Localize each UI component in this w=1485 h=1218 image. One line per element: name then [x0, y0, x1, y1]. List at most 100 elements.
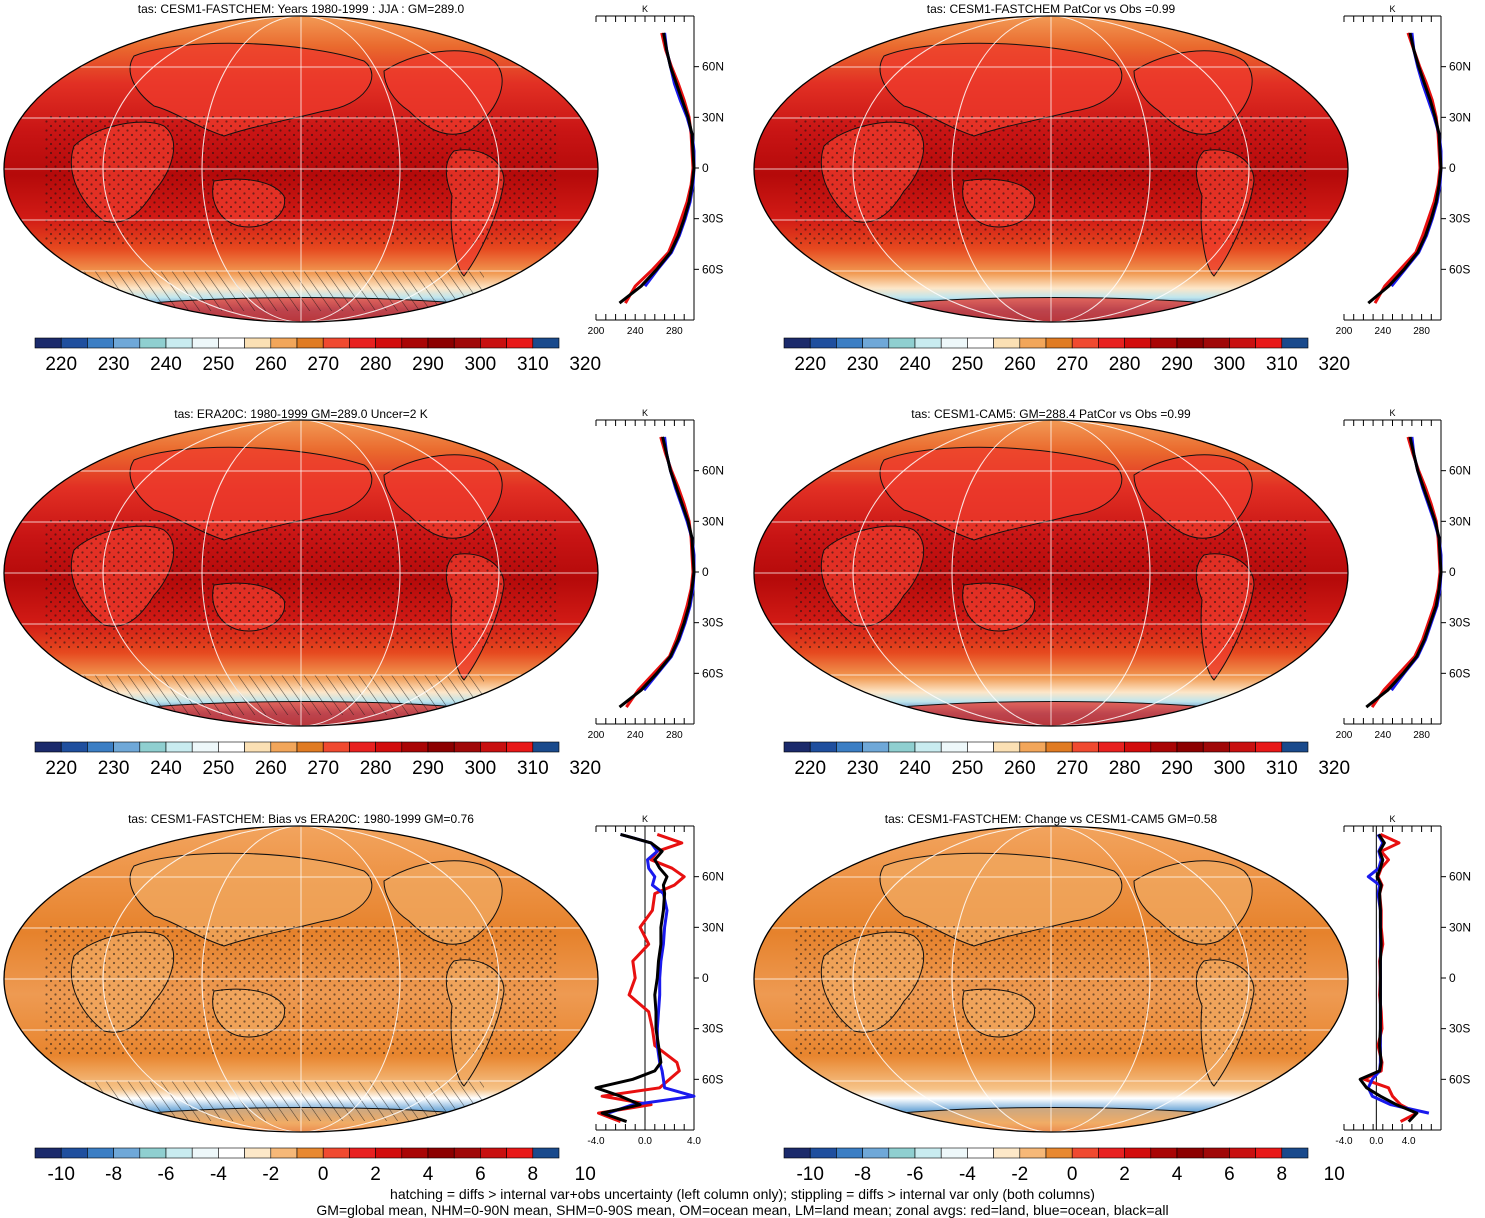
- zonal-unit-label: K: [642, 4, 648, 14]
- colorbar-swatch: [1255, 741, 1283, 753]
- colorbar-tick-label: 4: [1172, 1164, 1183, 1185]
- colorbar-swatch: [87, 1147, 114, 1159]
- colorbar-swatch: [1124, 741, 1152, 753]
- colorbar-swatch: [1255, 337, 1283, 349]
- colorbar-swatch: [888, 1147, 916, 1159]
- colorbar-swatch: [191, 337, 219, 349]
- colorbar-tick-label: -6: [907, 1164, 924, 1185]
- colorbar-swatch: [506, 337, 534, 349]
- colorbar-tick-label: 220: [45, 354, 77, 375]
- meridian-line: [201, 16, 401, 322]
- zonal-lat-label: 30N: [702, 920, 724, 934]
- colorbar-swatch: [1045, 337, 1073, 349]
- colorbar-swatch: [1124, 337, 1152, 349]
- zonal-lat-label: 30N: [1449, 920, 1471, 934]
- zonal-lat-label: 60S: [702, 666, 723, 680]
- zonal-lat-label: 60S: [1449, 666, 1470, 680]
- colorbar-swatch: [1176, 337, 1204, 349]
- zonal-lat-label: 60S: [1449, 1072, 1470, 1086]
- colorbar-swatch: [1281, 337, 1309, 349]
- colorbar-tick-label: 2: [370, 1164, 381, 1185]
- zonal-series-all: [1367, 32, 1443, 305]
- colorbar-tick-label: 290: [412, 758, 444, 779]
- colorbar-swatch: [165, 1147, 193, 1159]
- footnote-hatching: hatching = diffs > internal var+obs unce…: [390, 1186, 1095, 1202]
- colorbar-swatch: [1150, 337, 1178, 349]
- zonal-lat-label: 60N: [1449, 870, 1471, 884]
- zonal-avg-plot-1-0: 200 240 280 K 60N 30N 0 30S 60S: [588, 408, 724, 741]
- zonal-lat-label: 60S: [702, 262, 723, 276]
- zonal-lat-label: 60N: [702, 870, 724, 884]
- colorbar-tick-label: 280: [1109, 354, 1141, 375]
- colorbar-0-0: 220 230 240 250 260 270 280 290 300 310 320: [34, 337, 601, 375]
- colorbar-swatch: [809, 1147, 837, 1159]
- colorbar-swatch: [940, 1147, 968, 1159]
- zonal-x-tick-label: 200: [588, 730, 605, 741]
- map-2-0: [3, 825, 599, 1133]
- zonal-lat-label: 0: [1449, 565, 1456, 579]
- colorbar-swatch: [1150, 741, 1178, 753]
- zonal-series-all: [1365, 436, 1443, 709]
- colorbar-swatch: [34, 1147, 62, 1159]
- zonal-series-all: [1358, 833, 1419, 1123]
- zonal-lat-label: 30N: [1449, 514, 1471, 528]
- colorbar-tick-label: 240: [899, 354, 931, 375]
- colorbar-swatch: [322, 1147, 350, 1159]
- colorbar-tick-label: 270: [307, 758, 339, 779]
- colorbar-swatch: [1098, 1147, 1125, 1159]
- colorbar-swatch: [1202, 337, 1230, 349]
- zonal-x-tick-label: 200: [588, 326, 605, 337]
- colorbar-tick-label: 250: [952, 354, 984, 375]
- meridian-line: [201, 826, 401, 1132]
- colorbar-1-1: 220 230 240 250 260 270 280 290 300 310 320: [783, 741, 1350, 779]
- colorbar-swatch: [1019, 337, 1047, 349]
- colorbar-tick-label: 240: [150, 354, 182, 375]
- zonal-lat-label: 30S: [702, 1022, 723, 1036]
- map-0-0: [3, 15, 599, 323]
- colorbar-swatch: [165, 337, 193, 349]
- colorbar-tick-label: -8: [854, 1164, 871, 1185]
- colorbar-swatch: [862, 1147, 890, 1159]
- colorbar-swatch: [888, 337, 916, 349]
- colorbar-swatch: [1176, 1147, 1204, 1159]
- colorbar-tick-label: 220: [45, 758, 77, 779]
- colorbar-swatch: [427, 337, 455, 349]
- colorbar-tick-label: 260: [1004, 354, 1036, 375]
- meridian-line: [102, 826, 500, 1132]
- meridian-line: [102, 16, 500, 322]
- colorbar-swatch: [1071, 741, 1099, 753]
- zonal-lat-label: 60N: [1449, 60, 1471, 74]
- colorbar-tick-label: 280: [360, 354, 392, 375]
- colorbar-swatch: [836, 741, 863, 753]
- colorbar-tick-label: 8: [528, 1164, 539, 1185]
- panel-title: tas: CESM1-FASTCHEM PatCor vs Obs =0.99: [927, 2, 1176, 16]
- colorbar-tick-label: 10: [1324, 1164, 1345, 1185]
- colorbar-swatch: [218, 1147, 245, 1159]
- zonal-lat-label: 0: [1449, 161, 1456, 175]
- continent-outline: [129, 852, 373, 947]
- colorbar-swatch: [60, 741, 88, 753]
- colorbar-swatch: [809, 741, 837, 753]
- colorbar-swatch: [296, 1147, 324, 1159]
- colorbar-tick-label: -2: [262, 1164, 279, 1185]
- zonal-lat-label: 0: [702, 161, 709, 175]
- colorbar-tick-label: 310: [1266, 354, 1298, 375]
- colorbar-swatch: [139, 1147, 167, 1159]
- colorbar-swatch: [993, 337, 1021, 349]
- map-2-1: [753, 825, 1349, 1133]
- zonal-avg-plot-1-1: 200 240 280 K 60N 30N 0 30S 60S: [1336, 408, 1471, 741]
- colorbar-swatch: [1071, 1147, 1099, 1159]
- colorbar-swatch: [836, 1147, 863, 1159]
- zonal-lat-label: 30N: [702, 514, 724, 528]
- panel-title: tas: CESM1-CAM5: GM=288.4 PatCor vs Obs …: [911, 407, 1191, 421]
- zonal-x-tick-label: 240: [627, 730, 644, 741]
- zonal-plot-area: [1344, 420, 1441, 724]
- zonal-plot-area: [1344, 826, 1441, 1130]
- colorbar-tick-label: 230: [98, 758, 130, 779]
- zonal-x-tick-label: 240: [1374, 326, 1391, 337]
- colorbar-swatch: [940, 337, 968, 349]
- zonal-series-land: [1370, 436, 1442, 708]
- colorbar-swatch: [1229, 741, 1256, 753]
- colorbar-swatch: [296, 741, 324, 753]
